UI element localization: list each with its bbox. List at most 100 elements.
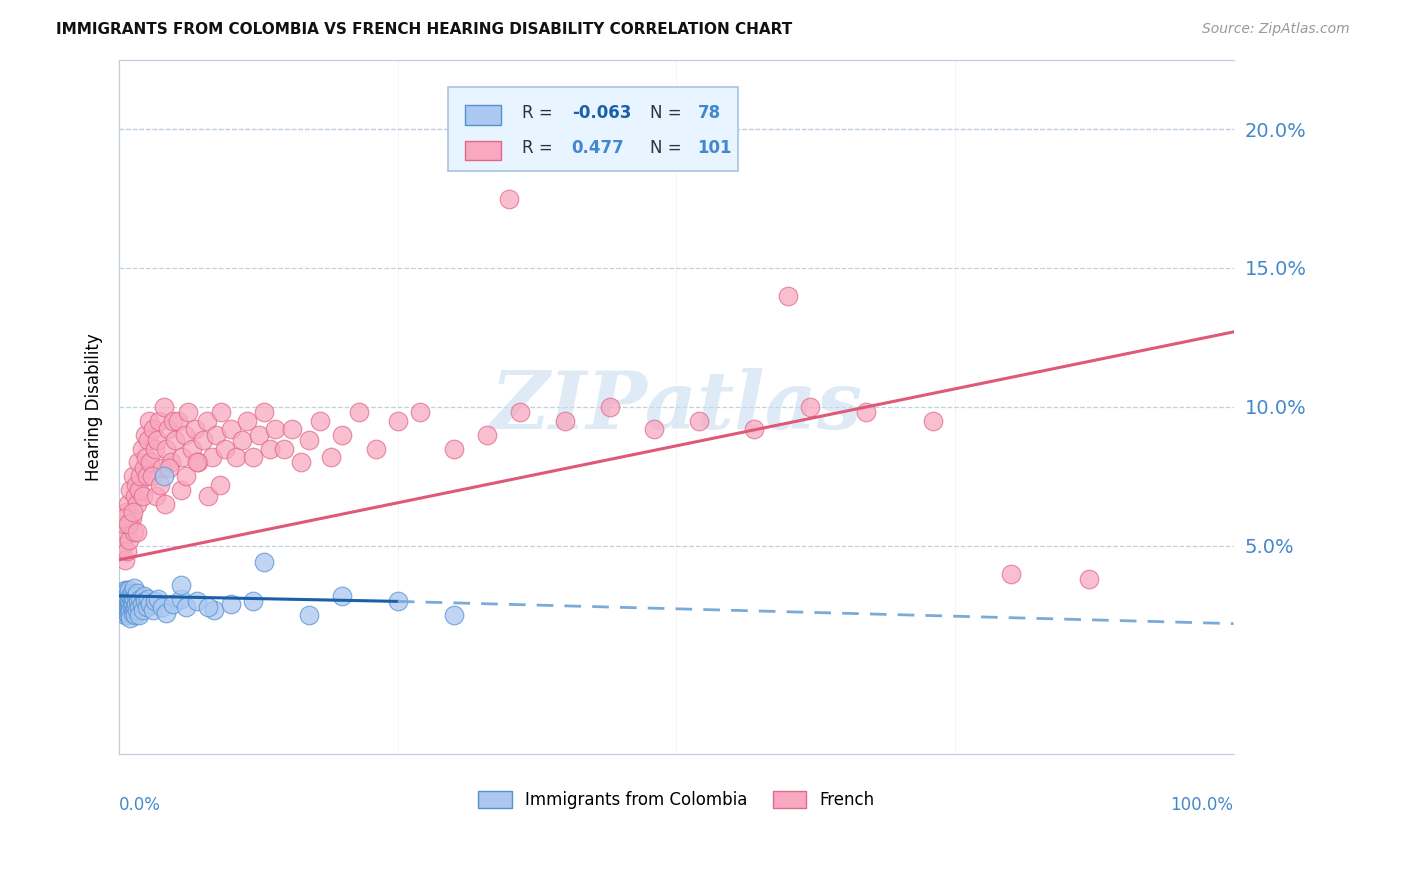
Point bbox=[174, 599, 197, 614]
Text: ZIPatlas: ZIPatlas bbox=[491, 368, 862, 446]
Point bbox=[121, 589, 143, 603]
Point bbox=[115, 594, 138, 608]
Point bbox=[163, 434, 186, 448]
Point bbox=[122, 591, 145, 606]
Point bbox=[111, 591, 134, 606]
Text: 101: 101 bbox=[697, 139, 733, 157]
Point bbox=[115, 603, 138, 617]
Point bbox=[111, 539, 134, 553]
Point bbox=[776, 289, 799, 303]
Point bbox=[290, 455, 312, 469]
Point bbox=[169, 578, 191, 592]
Point bbox=[114, 591, 136, 606]
Point bbox=[387, 594, 409, 608]
Point bbox=[214, 442, 236, 456]
Point bbox=[225, 450, 247, 464]
Point bbox=[127, 603, 149, 617]
Point bbox=[118, 533, 141, 548]
Point bbox=[259, 442, 281, 456]
Point bbox=[117, 608, 139, 623]
Point bbox=[143, 442, 166, 456]
Point bbox=[117, 603, 139, 617]
Point bbox=[118, 583, 141, 598]
FancyBboxPatch shape bbox=[465, 105, 502, 125]
Point bbox=[364, 442, 387, 456]
Point bbox=[129, 469, 152, 483]
Point bbox=[120, 516, 142, 531]
Point bbox=[643, 422, 665, 436]
Point bbox=[242, 594, 264, 608]
Point bbox=[114, 583, 136, 598]
Point bbox=[139, 597, 162, 611]
Text: N =: N = bbox=[650, 139, 686, 157]
Point bbox=[121, 606, 143, 620]
Point bbox=[197, 489, 219, 503]
Point bbox=[150, 599, 173, 614]
Point bbox=[132, 589, 155, 603]
Point bbox=[114, 599, 136, 614]
Point bbox=[120, 603, 142, 617]
Point bbox=[174, 469, 197, 483]
Point bbox=[127, 594, 149, 608]
Text: N =: N = bbox=[650, 104, 686, 122]
Point bbox=[799, 400, 821, 414]
Point bbox=[688, 414, 710, 428]
Point bbox=[169, 483, 191, 498]
Point bbox=[120, 611, 142, 625]
Point bbox=[112, 597, 135, 611]
Point bbox=[121, 586, 143, 600]
Point bbox=[170, 450, 193, 464]
Point bbox=[127, 524, 149, 539]
Point bbox=[121, 591, 143, 606]
Point bbox=[115, 606, 138, 620]
Point bbox=[186, 594, 208, 608]
Point bbox=[153, 497, 176, 511]
Point bbox=[115, 544, 138, 558]
Point bbox=[264, 422, 287, 436]
Point bbox=[298, 608, 321, 623]
Point bbox=[121, 599, 143, 614]
Y-axis label: Hearing Disability: Hearing Disability bbox=[86, 333, 103, 481]
Point bbox=[121, 597, 143, 611]
Point bbox=[253, 556, 276, 570]
Point bbox=[921, 414, 943, 428]
Point bbox=[195, 414, 218, 428]
Point bbox=[115, 506, 138, 520]
Point bbox=[148, 414, 170, 428]
Point bbox=[273, 442, 295, 456]
Point bbox=[124, 608, 146, 623]
Text: 0.0%: 0.0% bbox=[120, 796, 162, 814]
Point bbox=[149, 477, 172, 491]
Point bbox=[162, 597, 184, 611]
Point bbox=[387, 414, 409, 428]
Point bbox=[330, 589, 353, 603]
Point bbox=[135, 450, 157, 464]
Point bbox=[155, 442, 177, 456]
Text: Source: ZipAtlas.com: Source: ZipAtlas.com bbox=[1202, 22, 1350, 37]
Point bbox=[247, 427, 270, 442]
Text: 0.477: 0.477 bbox=[572, 139, 624, 157]
Point bbox=[141, 469, 163, 483]
Point bbox=[498, 192, 520, 206]
Point bbox=[127, 455, 149, 469]
Point bbox=[120, 597, 142, 611]
Text: R =: R = bbox=[522, 104, 558, 122]
Point bbox=[128, 608, 150, 623]
Point bbox=[117, 497, 139, 511]
Point bbox=[115, 583, 138, 598]
Point bbox=[128, 599, 150, 614]
Point bbox=[159, 455, 181, 469]
Point bbox=[231, 434, 253, 448]
Point bbox=[115, 586, 138, 600]
Point bbox=[115, 589, 138, 603]
Point bbox=[347, 405, 370, 419]
Point bbox=[197, 599, 219, 614]
Point bbox=[177, 405, 200, 419]
Point bbox=[253, 405, 276, 419]
Point bbox=[115, 599, 138, 614]
Point bbox=[148, 591, 170, 606]
Point bbox=[157, 461, 180, 475]
Point bbox=[509, 405, 531, 419]
Point bbox=[136, 599, 159, 614]
Point bbox=[121, 511, 143, 525]
